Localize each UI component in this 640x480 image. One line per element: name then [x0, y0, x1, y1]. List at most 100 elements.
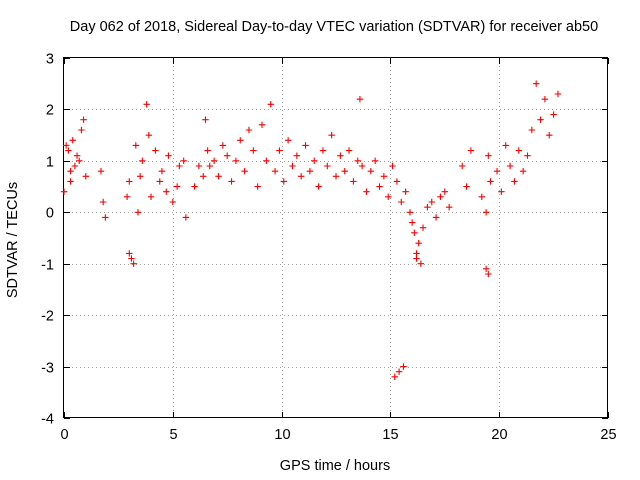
data-point — [69, 137, 76, 144]
data-point — [73, 152, 81, 159]
data-point — [391, 373, 398, 381]
data-point — [241, 167, 248, 175]
data-point — [419, 224, 427, 231]
data-point — [306, 167, 314, 175]
data-point — [263, 157, 270, 165]
data-point — [271, 167, 279, 175]
data-point — [169, 198, 176, 206]
y-tick-label: -1 — [41, 258, 54, 274]
data-point — [371, 157, 379, 165]
data-point — [250, 147, 257, 154]
axis-ticks: 0 5 10 15 20 25 -4 -3 -2 -1 0 1 2 3 — [41, 52, 616, 444]
data-point — [254, 183, 261, 190]
x-tick-label: 25 — [600, 427, 616, 443]
data-point — [173, 183, 181, 190]
data-point — [284, 137, 292, 144]
data-point — [215, 173, 222, 180]
data-point — [511, 178, 518, 185]
data-point — [134, 209, 142, 216]
data-point — [206, 162, 213, 170]
data-point — [180, 157, 187, 165]
data-point — [315, 183, 322, 190]
data-point — [350, 178, 357, 185]
data-point — [276, 147, 283, 154]
data-point — [515, 147, 522, 154]
x-tick-label: 10 — [274, 427, 290, 443]
data-point — [345, 147, 353, 154]
data-point — [78, 126, 85, 134]
data-points — [60, 80, 562, 381]
y-tick-label: 3 — [46, 52, 54, 68]
data-point — [395, 368, 403, 375]
data-point — [398, 198, 405, 206]
data-point — [62, 142, 70, 149]
data-point — [99, 198, 107, 206]
data-point — [232, 157, 240, 165]
data-point — [437, 193, 444, 201]
data-point — [128, 255, 135, 262]
data-point — [228, 178, 235, 185]
data-point — [482, 265, 490, 273]
data-point — [406, 209, 414, 216]
chart-title: Day 062 of 2018, Sidereal Day-to-day VTE… — [70, 19, 598, 35]
data-point — [130, 260, 137, 267]
data-point — [463, 183, 470, 190]
data-point — [524, 152, 531, 159]
x-tick-label: 0 — [60, 427, 68, 443]
data-point — [380, 173, 388, 180]
data-point — [478, 193, 485, 201]
data-point — [519, 167, 527, 175]
data-point — [67, 167, 74, 175]
data-point — [97, 167, 105, 175]
data-point — [258, 121, 266, 129]
data-point — [385, 193, 392, 201]
data-point — [428, 198, 435, 206]
data-point — [417, 260, 425, 267]
data-point — [158, 167, 166, 175]
data-point — [537, 116, 544, 123]
data-point — [445, 203, 453, 211]
data-point — [332, 173, 340, 180]
data-point — [82, 173, 89, 180]
data-point — [210, 157, 218, 165]
data-point — [71, 162, 79, 170]
data-point — [319, 147, 327, 154]
data-point — [498, 188, 505, 195]
data-point — [293, 152, 301, 159]
data-point — [506, 162, 514, 170]
x-tick-label: 20 — [491, 427, 507, 443]
data-point — [485, 152, 492, 159]
data-point — [195, 162, 203, 170]
data-point — [424, 203, 431, 211]
data-point — [546, 131, 553, 139]
y-tick-label: -2 — [41, 309, 54, 325]
data-point — [493, 167, 501, 175]
data-point — [356, 95, 364, 103]
data-point — [482, 209, 490, 216]
data-point — [67, 178, 74, 185]
data-point — [237, 137, 244, 144]
data-point — [147, 193, 155, 201]
data-point — [302, 142, 309, 149]
data-point — [328, 131, 335, 139]
data-point — [337, 152, 344, 159]
data-point — [311, 157, 318, 165]
data-point — [267, 101, 274, 108]
y-tick-label: 1 — [46, 155, 54, 171]
data-point — [176, 162, 183, 170]
data-point — [126, 178, 133, 185]
data-point — [132, 142, 140, 149]
data-point — [354, 157, 361, 165]
data-point — [76, 157, 83, 165]
data-point — [126, 250, 133, 257]
data-point — [139, 157, 146, 165]
data-point — [376, 183, 383, 190]
data-point — [502, 142, 509, 149]
data-point — [200, 173, 207, 180]
data-point — [152, 147, 159, 154]
data-point — [487, 178, 494, 185]
data-point — [415, 239, 422, 247]
data-point — [528, 126, 536, 134]
data-point — [165, 152, 172, 159]
